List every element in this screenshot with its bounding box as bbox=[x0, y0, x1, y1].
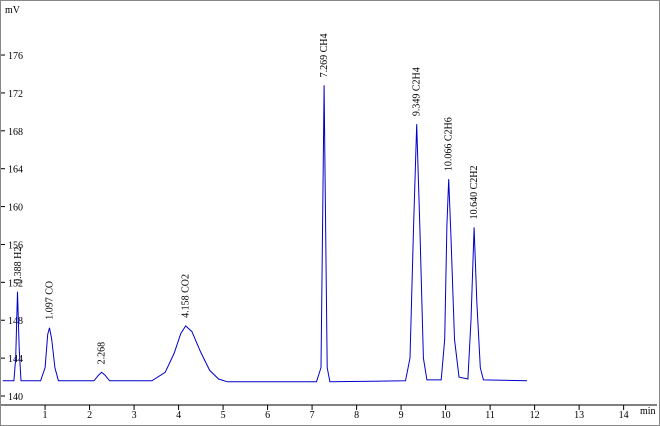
y-tick-label: 168 bbox=[8, 127, 23, 138]
x-tick-label: 4 bbox=[176, 410, 181, 421]
x-axis-label: min bbox=[640, 406, 656, 417]
peak-label: 1.097 CO bbox=[44, 281, 55, 320]
x-tick-label: 3 bbox=[132, 410, 137, 421]
peak-label: 4.158 CO2 bbox=[181, 274, 192, 318]
y-tick-label: 156 bbox=[8, 240, 23, 251]
peak-label: 7.269 CH4 bbox=[319, 33, 330, 77]
peak-label: 10.066 C2H6 bbox=[444, 117, 455, 171]
peak-label: 0.388 H2 bbox=[13, 247, 24, 284]
x-tick-label: 2 bbox=[87, 410, 92, 421]
y-tick-label: 164 bbox=[8, 165, 23, 176]
y-tick-label: 160 bbox=[8, 203, 23, 214]
y-axis-label: mV bbox=[5, 5, 21, 16]
x-tick-label: 13 bbox=[574, 410, 584, 421]
trace bbox=[2, 85, 528, 383]
y-tick-label: 152 bbox=[8, 278, 23, 289]
x-tick-label: 6 bbox=[265, 410, 270, 421]
x-tick-label: 7 bbox=[310, 410, 315, 421]
x-tick-label: 14 bbox=[619, 410, 629, 421]
y-tick-label: 176 bbox=[8, 51, 23, 62]
x-tick-label: 12 bbox=[530, 410, 540, 421]
y-tick-label: 148 bbox=[8, 316, 23, 327]
peak-label: 2.268 bbox=[96, 342, 107, 365]
x-tick-label: 1 bbox=[43, 410, 48, 421]
x-tick-label: 9 bbox=[399, 410, 404, 421]
x-tick-label: 8 bbox=[354, 410, 359, 421]
x-tick-label: 10 bbox=[441, 410, 451, 421]
peak-label: 9.349 C2H4 bbox=[412, 67, 423, 116]
x-tick-label: 11 bbox=[485, 410, 495, 421]
peak-label: 10.640 C2H2 bbox=[469, 166, 480, 220]
x-tick-label: 5 bbox=[221, 410, 226, 421]
y-tick-label: 172 bbox=[8, 89, 23, 100]
y-tick-label: 140 bbox=[8, 392, 23, 403]
